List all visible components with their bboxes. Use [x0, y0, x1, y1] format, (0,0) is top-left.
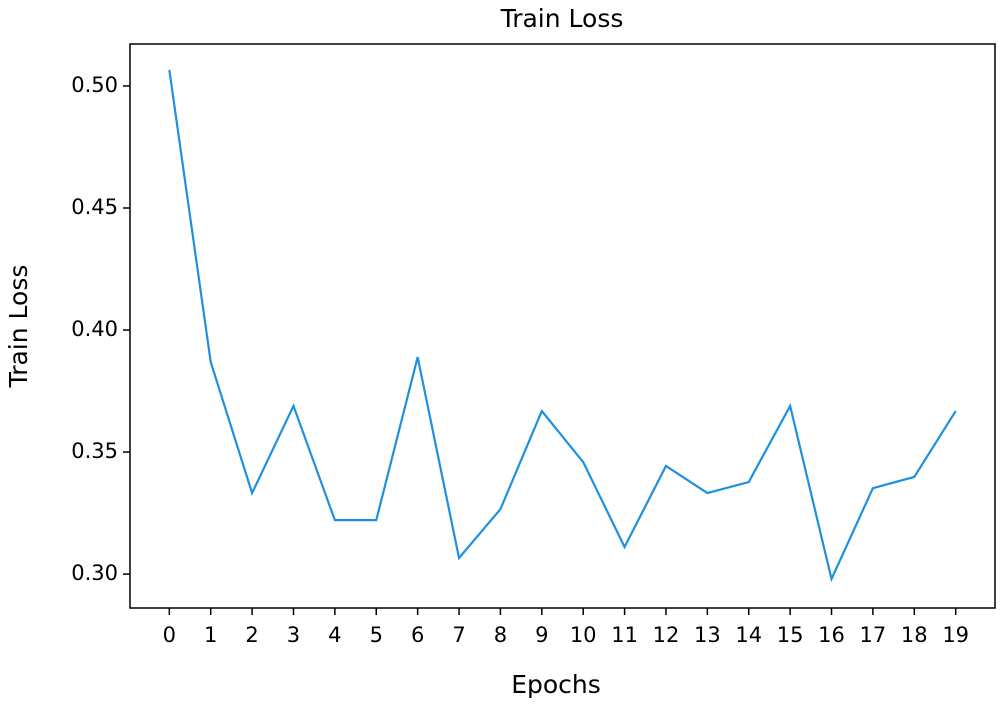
y-axis-label: Train Loss [4, 265, 33, 389]
y-tick-label: 0.40 [71, 317, 118, 341]
x-axis-label: Epochs [511, 670, 601, 699]
x-tick-label: 6 [411, 623, 424, 647]
x-tick-label: 12 [653, 623, 680, 647]
x-tick-label: 17 [860, 623, 887, 647]
y-tick-label: 0.35 [71, 439, 118, 463]
x-tick-label: 5 [370, 623, 383, 647]
x-tick-label: 1 [204, 623, 217, 647]
x-tick-label: 0 [163, 623, 176, 647]
x-tick-label: 2 [245, 623, 258, 647]
x-tick-label: 14 [735, 623, 762, 647]
plot-frame [129, 43, 996, 609]
chart-title: Train Loss [500, 4, 624, 33]
x-tick-label: 11 [611, 623, 638, 647]
x-tick-label: 18 [901, 623, 928, 647]
y-tick-label: 0.50 [71, 73, 118, 97]
x-tick-label: 13 [694, 623, 721, 647]
x-tick-label: 15 [777, 623, 804, 647]
y-tick-label: 0.30 [71, 561, 118, 585]
x-tick-label: 10 [570, 623, 597, 647]
x-tick-label: 9 [535, 623, 548, 647]
x-tick-label: 19 [942, 623, 969, 647]
y-tick-label: 0.45 [71, 195, 118, 219]
x-tick-label: 3 [287, 623, 300, 647]
x-tick-label: 7 [452, 623, 465, 647]
x-tick-label: 4 [328, 623, 341, 647]
x-tick-label: 8 [494, 623, 507, 647]
x-tick-label: 16 [818, 623, 845, 647]
line [168, 69, 957, 583]
